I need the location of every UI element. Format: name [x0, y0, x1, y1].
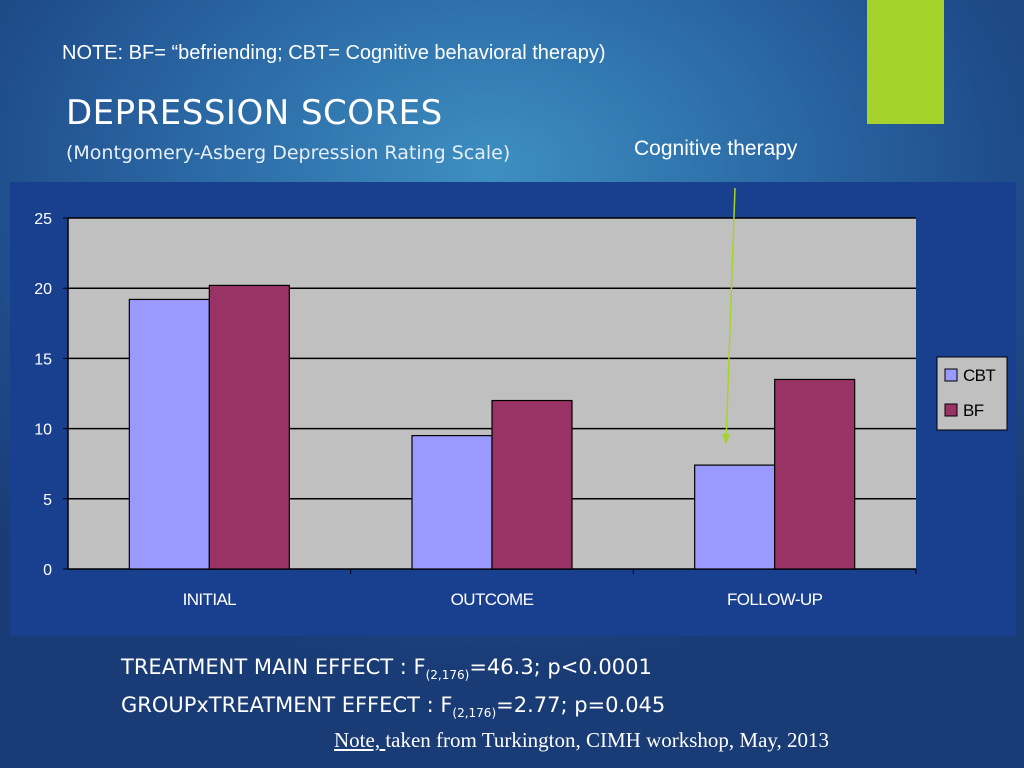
- legend-swatch-cbt: [944, 368, 958, 382]
- slide-subtitle: (Montgomery-Asberg Depression Rating Sca…: [66, 142, 511, 164]
- slide-title: DEPRESSION SCORES: [66, 93, 443, 133]
- group-treatment-effect: GROUPxTREATMENT EFFECT : F(2,176)=2.77; …: [121, 693, 666, 720]
- source-footnote: Note, taken from Turkington, CIMH worksh…: [334, 728, 829, 753]
- y-tick-label: 0: [43, 562, 52, 579]
- legend-label-cbt: CBT: [963, 366, 995, 385]
- annotation-arrow-line: [725, 187, 736, 444]
- x-tick-label: FOLLOW-UP: [727, 590, 823, 609]
- footnote-note-label: Note,: [334, 728, 386, 752]
- x-tick-label: INITIAL: [183, 590, 237, 609]
- legend-swatch-bf: [944, 403, 958, 417]
- bar-cbt-outcome: [411, 435, 493, 570]
- legend-label-bf: BF: [963, 401, 984, 420]
- bar-bf-initial: [208, 284, 290, 570]
- y-tick-label: 20: [34, 281, 52, 298]
- x-tick-label: OUTCOME: [451, 590, 534, 609]
- y-tick-label: 5: [43, 492, 52, 509]
- treatment-main-effect: TREATMENT MAIN EFFECT : F(2,176)=46.3; p…: [121, 655, 652, 682]
- y-tick-label: 25: [34, 211, 52, 228]
- bar-bf-follow-up: [774, 378, 856, 570]
- y-tick-label: 10: [34, 422, 52, 439]
- bar-cbt-follow-up: [694, 464, 776, 570]
- y-tick-label: 15: [34, 351, 52, 368]
- annotation-arrow-head: [722, 434, 730, 445]
- cognitive-therapy-annotation: Cognitive therapy: [634, 137, 798, 160]
- bar-cbt-initial: [128, 298, 210, 570]
- bar-bf-outcome: [491, 399, 573, 570]
- stats-block: TREATMENT MAIN EFFECT : F(2,176)=46.3; p…: [121, 652, 665, 728]
- footnote-source-text: taken from Turkington, CIMH workshop, Ma…: [385, 728, 830, 752]
- accent-block: [867, 0, 944, 124]
- definitions-note: NOTE: BF= “befriending; CBT= Cognitive b…: [62, 42, 606, 64]
